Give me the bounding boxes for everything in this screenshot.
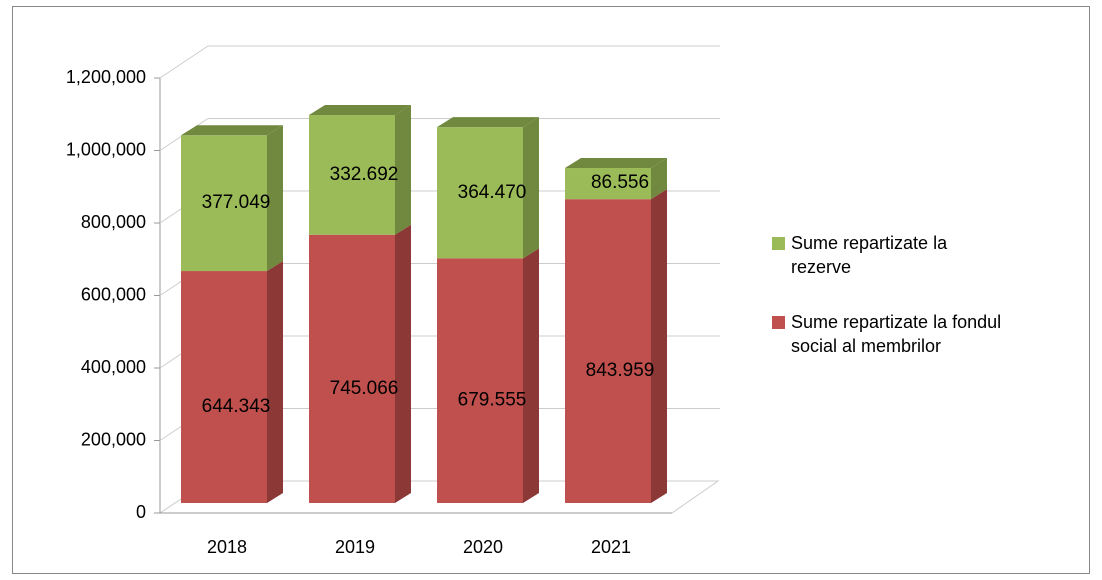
bar [181, 135, 267, 272]
bar-side [523, 117, 539, 259]
bar [309, 115, 395, 235]
data-label: 644.343 [202, 396, 271, 417]
bar-side [395, 105, 411, 235]
data-label: 679.555 [458, 390, 527, 411]
bar-side [651, 158, 667, 200]
chart-border [12, 6, 1090, 574]
bar-side [395, 224, 411, 503]
legend-item: Sume repartizate la rezerve [772, 231, 1022, 279]
legend-swatch [772, 316, 785, 329]
legend-item: Sume repartizate la fondul social al mem… [772, 310, 1022, 358]
y-tick-label: 1,200,000 [66, 67, 146, 87]
x-tick-label: 2020 [463, 537, 503, 557]
y-tick-label: 800,000 [81, 212, 146, 232]
grid-line [159, 45, 209, 79]
bar-top [309, 105, 411, 116]
data-label: 377.049 [202, 192, 271, 213]
bar-top [437, 117, 539, 128]
bar [437, 258, 523, 503]
bar-side [267, 261, 283, 503]
legend-label: Sume repartizate la rezerve [791, 233, 948, 277]
x-tick-label: 2019 [335, 537, 375, 557]
bar [309, 234, 395, 503]
y-tick-label: 400,000 [81, 357, 146, 377]
bar [437, 127, 523, 259]
legend-label: Sume repartizate la fondul social al mem… [791, 312, 1002, 356]
legend-swatch [772, 237, 785, 250]
bar [565, 168, 651, 200]
data-label: 364.470 [458, 182, 527, 203]
data-label: 86.556 [591, 172, 649, 193]
x-tick-label: 2021 [591, 537, 631, 557]
bar [565, 199, 651, 504]
data-label: 745.066 [330, 378, 399, 399]
bar-top [565, 158, 667, 169]
bar-side [523, 248, 539, 503]
bar-side [267, 125, 283, 272]
x-tick-label: 2018 [207, 537, 247, 557]
bar [181, 271, 267, 503]
bar-side [651, 189, 667, 504]
y-tick-label: 0 [136, 502, 146, 522]
y-tick-label: 600,000 [81, 284, 146, 304]
bar-top [181, 125, 283, 136]
data-label: 843.959 [586, 360, 655, 381]
data-label: 332.692 [330, 164, 399, 185]
y-tick-label: 1,000,000 [66, 139, 146, 159]
y-tick-label: 200,000 [81, 429, 146, 449]
